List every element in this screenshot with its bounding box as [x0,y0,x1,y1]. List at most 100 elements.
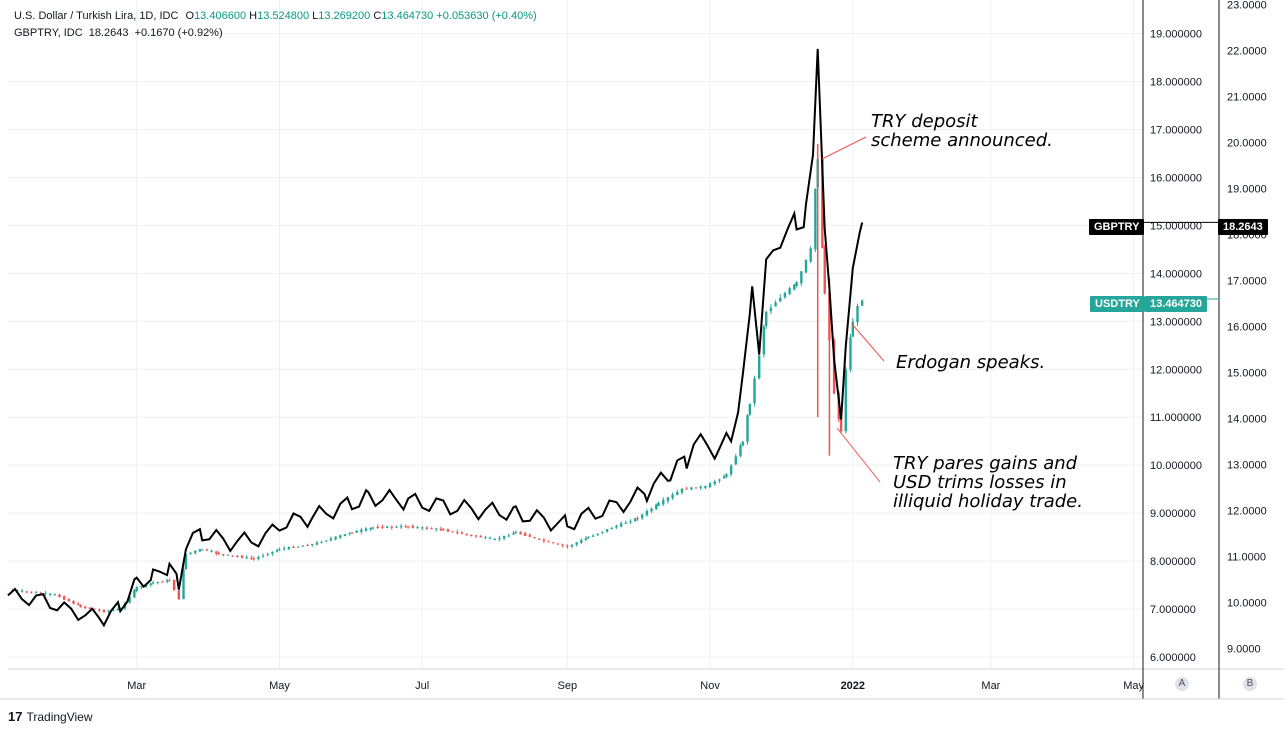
usdtry-candle-body [261,555,265,557]
left-scale-tick-label: 9.000000 [1150,508,1196,520]
right-scale-auto-button[interactable]: B [1243,677,1257,691]
usdtry-candle-body [311,544,314,546]
usdtry-candle-body [523,533,527,536]
right-scale-tick-label: 13.0000 [1227,459,1267,471]
usdtry-candle-body [165,580,169,582]
usdtry-candle-body [411,525,415,528]
usdtry-candle-body [690,487,693,490]
left-scale-tick-label: 12.000000 [1150,364,1202,376]
usdtry-candle-body [570,544,574,547]
usdtry-candle-body [446,529,450,532]
legend-c-label: C [373,10,382,22]
usdtry-candle-body [821,158,824,248]
arrow-erdogan [851,323,885,362]
usdtry-candle-body [575,542,578,545]
usdtry-candle-body [645,511,649,516]
usdtry-candle-body [699,486,702,489]
usdtry-candle-body [128,597,131,603]
usdtry-candle-body [498,538,501,540]
annotation-pares-line3: illiquid holiday trade. [893,491,1083,512]
gbptry-name-tag: GBPTRY [1089,219,1145,235]
left-scale-tick-label: 10.000000 [1150,460,1202,472]
usdtry-candle-body [460,532,464,534]
legend-low-value: 13.269200 [318,10,371,22]
gbptry-legend: GBPTRY, IDC 18.2643 +0.1670 (+0.92%) [14,27,223,39]
right-scale-tick-label: 21.0000 [1227,92,1267,104]
usdtry-candle-body [800,271,803,284]
right-scale-tick-label: 22.0000 [1227,46,1267,58]
usdtry-candle-body [725,474,728,477]
usdtry-candle-body [140,586,143,588]
usdtry-candle-body [172,579,176,591]
right-scale-tick-label: 20.0000 [1227,138,1267,150]
usdtry-candle-body [266,554,269,556]
usdtry-candle-body [619,523,623,527]
right-scale-tick-label: 23.0000 [1227,0,1267,12]
usdtry-candle-body [93,608,96,610]
usdtry-candle-body [662,499,665,505]
usdtry-candle-body [306,545,309,547]
usdtry-candle-body [360,529,363,532]
usdtry-candle-body [753,378,756,404]
usdtry-candle-body [301,545,305,547]
usdtry-candle-body [271,551,274,554]
usdtry-candle-body [53,594,57,596]
usdtry-candle-body [77,603,80,606]
left-scale-auto-button[interactable]: A [1175,677,1189,691]
usdtry-candle-body [762,326,766,355]
usdtry-candle-body [633,518,637,521]
usdtry-candle-body [547,541,550,543]
usdtry-candle-body [278,549,281,551]
usdtry-candle-body [671,494,674,499]
legend-gbptry-name: GBPTRY, IDC [14,27,83,39]
usdtry-candle-body [456,532,459,534]
tradingview-logo[interactable]: 17 TradingView [8,709,93,724]
usdtry-candle-body [287,547,291,550]
usdtry-candle-body [851,321,855,337]
usdtry-candle-body [184,553,188,570]
usdtry-candle-body [795,282,798,286]
legend-change-value: +0.053630 (+0.40%) [436,10,537,22]
usdtry-candle-body [102,609,106,612]
usdtry-candle-body [814,188,817,250]
usdtry-candle-body [67,598,71,602]
usdtry-candle-body [860,300,864,306]
usdtry-candle-body [371,527,375,529]
usdtry-candle-body [474,535,478,537]
usdtry-candle-body [519,532,522,534]
usdtry-candle-body [20,590,24,592]
chart-grid [8,0,1143,669]
usdtry-candle-body [704,486,707,488]
usdtry-candle-body [257,556,260,559]
right-scale-tick-label: 19.0000 [1227,184,1267,196]
right-scale-tick-label: 16.0000 [1227,321,1267,333]
annotation-erdogan-line: Erdogan speaks. [896,352,1046,373]
usdtry-candle-body [177,590,181,599]
usdtry-candle-body [182,569,185,600]
usdtry-candle-body [739,445,742,457]
annotation-arrows [821,136,885,483]
usdtry-candle-body [348,533,351,535]
left-scale-tick-label: 14.000000 [1150,268,1202,280]
usdtry-candle-body [399,526,403,528]
legend-open-value: 13.406600 [194,10,247,22]
usdtry-candle-body [425,527,429,529]
usdtry-candle-body [135,587,138,591]
usdtry-candle-body [381,526,384,528]
left-scale-tick-label: 19.000000 [1150,29,1202,41]
usdtry-candle-body [484,537,487,539]
usdtry-candle-body [376,526,379,528]
usdtry-candle-body [168,580,171,582]
usdtry-candle-body [325,540,328,542]
usdtry-candle-body [596,533,599,535]
right-scale-tick-label: 14.0000 [1227,413,1267,425]
usdtry-price-tag: 13.464730 [1145,296,1207,312]
usdtry-candle-body [88,607,92,609]
left-scale-tick-label: 13.000000 [1150,316,1202,328]
annotation-deposit-line1: TRY deposit [871,111,978,132]
usdtry-candle-body [189,552,192,554]
usdtry-candle-body [404,526,408,528]
usdtry-candle-body [201,549,204,551]
usdtry-candle-body [116,609,120,611]
